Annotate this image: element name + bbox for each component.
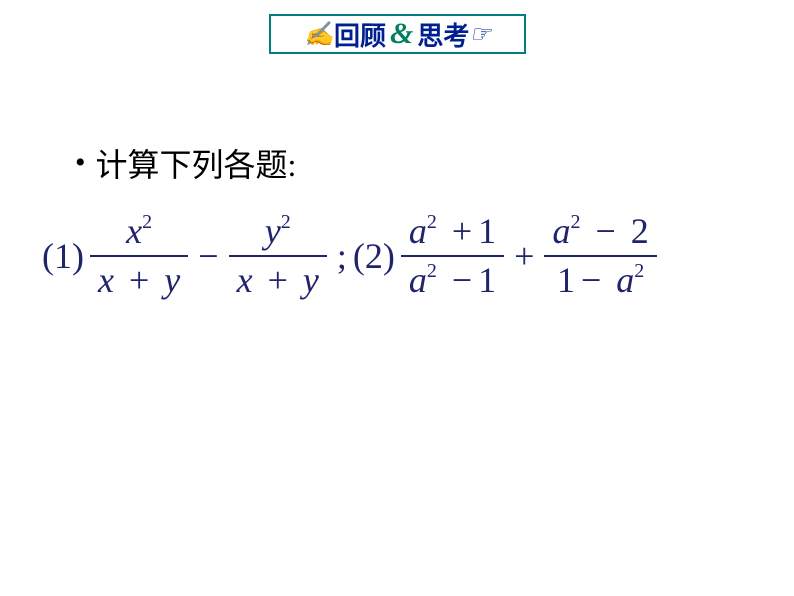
title-ampersand: & [390,17,413,51]
fraction-2-num: y2 [257,210,299,253]
exp-2: 2 [427,260,437,282]
fraction-1-line [90,255,188,257]
title-text-think: 思考 [417,16,469,53]
fraction-3: a2 +1 a2 −1 [401,210,504,302]
prompt-row: • 计算下列各题: [75,140,296,186]
problem-label-2: (2) [353,235,395,277]
problem-label-1: (1) [42,235,84,277]
var-y: y [265,211,281,251]
fraction-2-den: x + y [229,259,327,302]
title-text-review: 回顾 [334,16,386,53]
const-1: 1 [478,211,496,251]
minus-op: − [452,260,472,300]
var-x: x [98,260,114,300]
var-a: a [409,260,427,300]
point-icon: ☞ [469,20,491,49]
fraction-4-num: a2 − 2 [544,210,656,253]
fraction-3-num: a2 +1 [401,210,504,253]
plus-op: + [129,260,149,300]
var-x: x [126,211,142,251]
var-y: y [303,260,319,300]
exp-2: 2 [427,211,437,233]
exp-2: 2 [570,211,580,233]
var-a: a [409,211,427,251]
fraction-2: y2 x + y [229,210,327,302]
const-2: 2 [631,211,649,251]
plus-op: + [452,211,472,251]
math-expression: (1) x2 x + y − y2 x + y ; (2) a2 +1 a [42,210,661,302]
fraction-4-den: 1− a2 [549,259,652,302]
var-x: x [237,260,253,300]
plus-op: + [268,260,288,300]
fraction-1-num: x2 [118,210,160,253]
const-1: 1 [557,260,575,300]
const-1: 1 [478,260,496,300]
fraction-4-line [544,255,656,257]
fraction-2-line [229,255,327,257]
prompt-text: 计算下列各题: [96,140,297,186]
title-box: ✍ 回顾 & 思考 ☞ [269,14,526,54]
fraction-4: a2 − 2 1− a2 [544,210,656,302]
minus-op: − [581,260,601,300]
fraction-1-den: x + y [90,259,188,302]
exp-2: 2 [142,211,152,233]
exp-2: 2 [634,260,644,282]
bullet-icon: • [75,146,86,180]
semicolon: ; [337,235,347,277]
write-icon: ✍ [304,20,334,49]
fraction-3-den: a2 −1 [401,259,504,302]
var-y: y [164,260,180,300]
fraction-1: x2 x + y [90,210,188,302]
var-a: a [552,211,570,251]
minus-op: − [595,211,615,251]
minus-op: − [198,235,218,277]
var-a: a [616,260,634,300]
exp-2: 2 [281,211,291,233]
plus-op: + [514,235,534,277]
fraction-3-line [401,255,504,257]
